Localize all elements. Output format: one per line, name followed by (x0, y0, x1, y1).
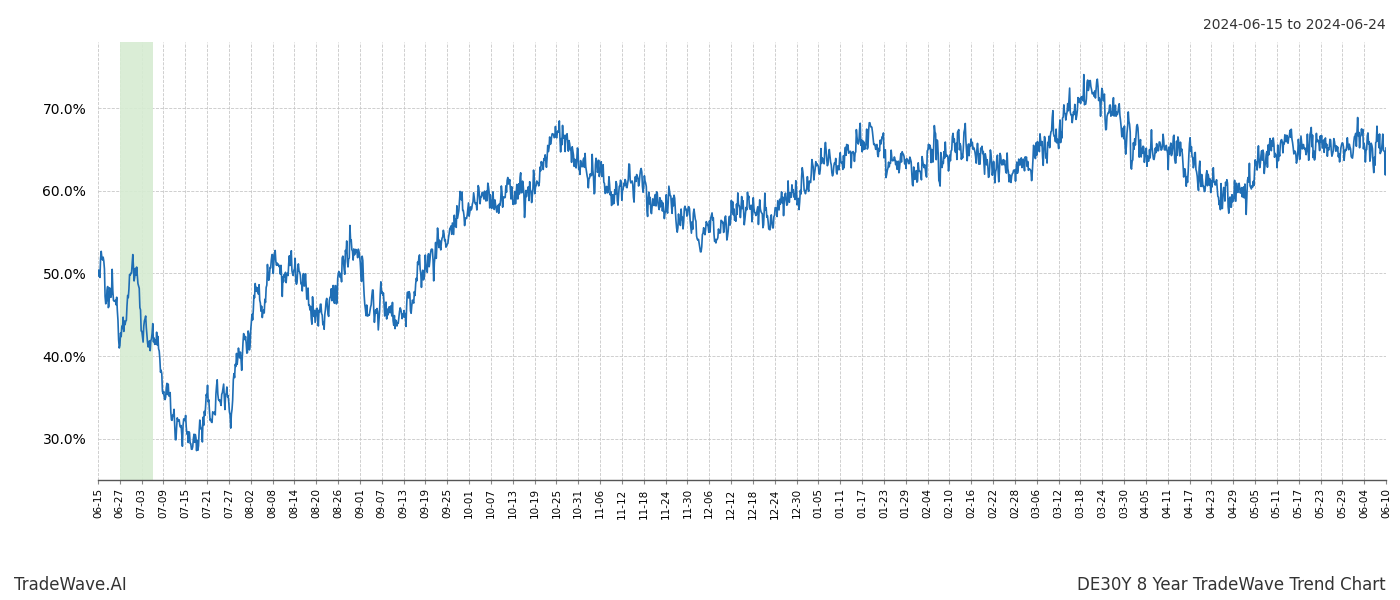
Bar (120, 42, 153, 480)
Text: 2024-06-15 to 2024-06-24: 2024-06-15 to 2024-06-24 (1204, 18, 1386, 32)
Text: TradeWave.AI: TradeWave.AI (14, 576, 127, 594)
Text: DE30Y 8 Year TradeWave Trend Chart: DE30Y 8 Year TradeWave Trend Chart (1078, 576, 1386, 594)
